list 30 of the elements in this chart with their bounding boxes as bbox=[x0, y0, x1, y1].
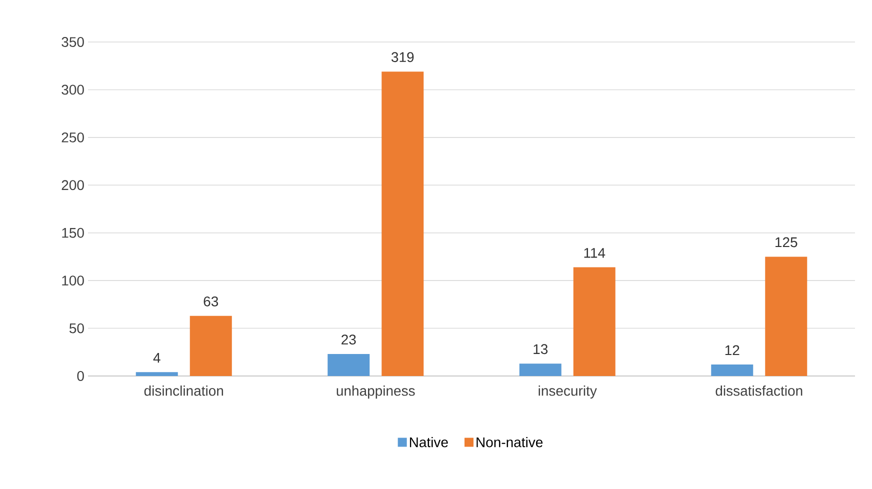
x-tick-label: dissatisfaction bbox=[716, 386, 802, 396]
data-label: 125 bbox=[776, 237, 798, 248]
data-label: 63 bbox=[204, 296, 218, 306]
bar bbox=[190, 316, 232, 376]
data-label: 12 bbox=[725, 345, 740, 356]
bar bbox=[519, 364, 562, 376]
y-tick-label: 300 bbox=[62, 84, 84, 95]
y-tick-label: 250 bbox=[62, 132, 84, 142]
bar bbox=[328, 354, 370, 376]
data-label: 319 bbox=[391, 52, 414, 62]
bar bbox=[136, 372, 178, 376]
bar bbox=[382, 72, 424, 376]
y-tick-label: 0 bbox=[77, 371, 84, 381]
bar bbox=[573, 267, 616, 376]
y-tick-label: 200 bbox=[62, 180, 84, 190]
x-tick-label: unhappiness bbox=[336, 386, 415, 399]
y-tick-label: 350 bbox=[62, 37, 84, 47]
y-tick-label: 150 bbox=[62, 228, 84, 238]
y-tick-label: 100 bbox=[62, 276, 84, 286]
legend-label: Native bbox=[410, 436, 448, 448]
data-label: 114 bbox=[584, 248, 606, 258]
x-tick-label: disinclination bbox=[144, 386, 224, 396]
legend-label: Non-native bbox=[476, 436, 543, 448]
data-label: 23 bbox=[342, 334, 356, 345]
bar bbox=[711, 364, 754, 376]
data-label: 4 bbox=[153, 353, 160, 363]
x-tick-label: insecurity bbox=[538, 386, 597, 399]
y-tick-label: 50 bbox=[69, 323, 84, 334]
bar bbox=[765, 256, 808, 376]
data-label: 13 bbox=[534, 344, 548, 354]
